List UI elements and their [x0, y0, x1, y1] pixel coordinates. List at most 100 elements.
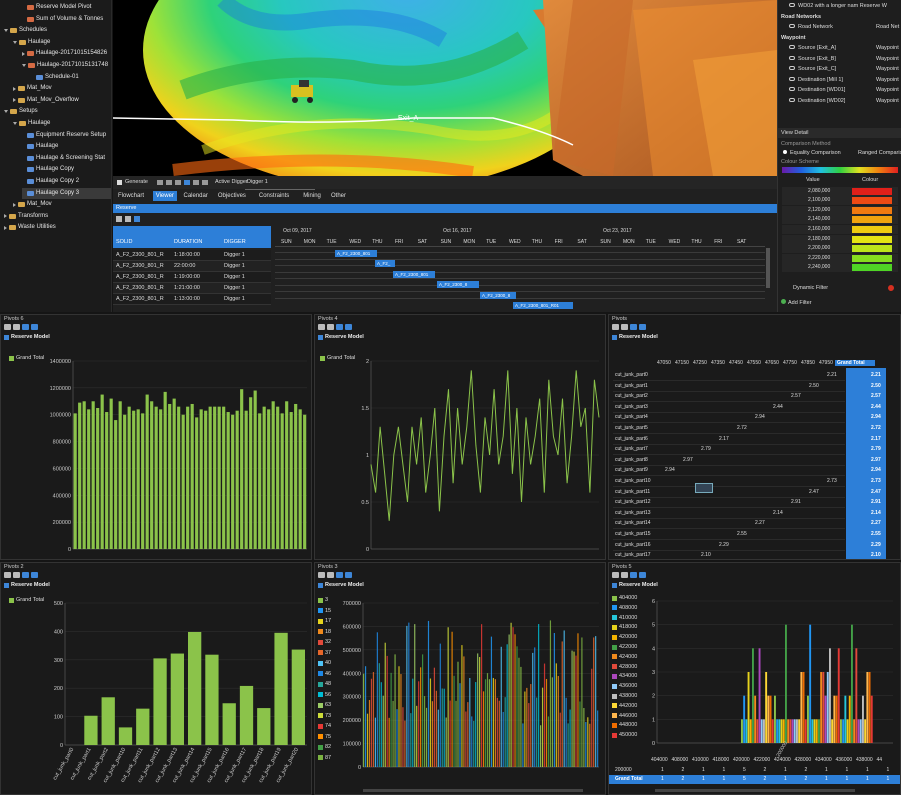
- table-cell[interactable]: 2.91: [791, 499, 801, 506]
- tab-constraints[interactable]: Constraints: [258, 193, 290, 199]
- column-header[interactable]: DURATION: [174, 239, 203, 245]
- toolbar-tool-icon[interactable]: [184, 180, 190, 185]
- row-label[interactable]: cut_junk_part5: [615, 425, 648, 431]
- selected-cell[interactable]: [695, 483, 713, 493]
- column-header[interactable]: 422000: [753, 757, 771, 763]
- dynamic-filter-row[interactable]: Dynamic Filter: [778, 283, 901, 293]
- toolbar-tool-icon[interactable]: [202, 180, 208, 185]
- chart-type-icon[interactable]: [13, 572, 20, 578]
- project-tree[interactable]: Reserve Model Pivot Sum of Volume & Tonne…: [0, 0, 112, 312]
- gantt-task-bar[interactable]: A_F2_2300_801: [393, 270, 435, 278]
- row-label[interactable]: cut_junk_part17: [615, 552, 651, 559]
- colour-swatch[interactable]: [852, 187, 892, 195]
- chart-view-icon[interactable]: [31, 324, 38, 330]
- prop-row[interactable]: WD02 with a longer nam Reserve W: [778, 1, 901, 11]
- tree-item[interactable]: Haulage: [13, 118, 50, 129]
- column-header[interactable]: 47650: [765, 360, 779, 366]
- tree-item[interactable]: Mat_Mov: [13, 199, 52, 210]
- colour-swatch[interactable]: [852, 216, 892, 224]
- eye-icon[interactable]: [789, 87, 795, 91]
- grand-total-header[interactable]: Grand Total: [835, 360, 875, 366]
- tree-item[interactable]: Setups: [4, 106, 38, 117]
- colour-row[interactable]: 2,140,000: [782, 215, 898, 225]
- pivot-panel-2[interactable]: Pivots 2 Reserve Model Grand Total 0 100 200 3…: [0, 562, 312, 795]
- legend-item[interactable]: 40: [318, 660, 331, 666]
- eye-icon[interactable]: [789, 24, 795, 28]
- legend-item[interactable]: 15: [318, 608, 331, 614]
- grid-view-icon[interactable]: [22, 572, 29, 578]
- reserve-section-bar[interactable]: Reserve: [113, 204, 777, 213]
- legend-item[interactable]: 420000: [612, 634, 637, 640]
- road-networks-header[interactable]: Road Networks: [778, 12, 901, 22]
- grid-tool-icon[interactable]: [116, 216, 122, 222]
- chart-type-icon[interactable]: [327, 324, 334, 330]
- collapse-arrow-icon[interactable]: [13, 86, 16, 91]
- colour-row[interactable]: 2,200,000: [782, 244, 898, 254]
- table-cell[interactable]: 2.21: [827, 372, 837, 378]
- vertical-scrollbar[interactable]: [766, 248, 770, 288]
- legend-item[interactable]: 74: [318, 723, 331, 729]
- column-header[interactable]: SOLID: [116, 239, 133, 245]
- chart-view-icon[interactable]: [345, 572, 352, 578]
- column-header[interactable]: 436000: [835, 757, 853, 763]
- horizontal-scrollbar[interactable]: [363, 789, 583, 792]
- table-cell[interactable]: 2.47: [809, 488, 819, 495]
- colour-swatch[interactable]: [852, 264, 892, 272]
- tab-other[interactable]: Other: [331, 193, 347, 199]
- column-header[interactable]: 47150: [675, 360, 689, 366]
- column-header[interactable]: 418000: [712, 757, 730, 763]
- pivot-panel-4[interactable]: Pivots 4 Reserve Model Grand Total 0 0.5 1 1.5…: [314, 314, 606, 560]
- row-label[interactable]: cut_junk_part12: [615, 499, 651, 506]
- colour-row[interactable]: 2,100,000: [782, 196, 898, 206]
- column-header[interactable]: 408000: [671, 757, 689, 763]
- toolbar-tool-icon[interactable]: [157, 180, 163, 185]
- eye-icon[interactable]: [789, 66, 795, 70]
- legend-item[interactable]: 87: [318, 755, 331, 761]
- legend-item[interactable]: 422000: [612, 644, 637, 650]
- 3d-viewport[interactable]: Exit_A: [113, 0, 777, 176]
- chart-view-icon[interactable]: [639, 572, 646, 578]
- waypoint-row[interactable]: Destination [Mill 1] Waypoint: [778, 75, 901, 85]
- collapse-arrow-icon[interactable]: [13, 202, 16, 207]
- settings-icon[interactable]: [612, 572, 619, 578]
- row-label[interactable]: cut_junk_part16: [615, 541, 651, 548]
- legend-item[interactable]: 37: [318, 650, 331, 656]
- column-header[interactable]: 434000: [815, 757, 832, 763]
- tree-item[interactable]: Haulage Copy: [22, 164, 74, 175]
- colour-swatch[interactable]: [852, 225, 892, 233]
- column-header[interactable]: 44: [876, 757, 883, 763]
- gantt-task-bar[interactable]: A_F2_: [375, 260, 395, 268]
- legend-item[interactable]: Grand Total: [9, 597, 44, 603]
- legend-item[interactable]: 404000: [612, 595, 637, 601]
- legend-item[interactable]: 408000: [612, 605, 637, 611]
- legend-item[interactable]: 442000: [612, 703, 637, 709]
- gantt-task-bar[interactable]: A_F2_2300_8: [480, 291, 516, 299]
- colour-swatch[interactable]: [852, 206, 892, 214]
- active-digger-select[interactable]: Digger 1: [245, 176, 315, 190]
- tree-item[interactable]: Transforms: [4, 211, 48, 222]
- generate-button[interactable]: Generate: [125, 179, 148, 185]
- eye-icon[interactable]: [789, 55, 795, 60]
- colour-swatch[interactable]: [852, 197, 892, 205]
- waypoint-row[interactable]: Source [Exit_C] Waypoint: [778, 64, 901, 74]
- properties-panel[interactable]: WD02 with a longer nam Reserve W Road Net…: [777, 0, 901, 312]
- expand-arrow-icon[interactable]: [4, 110, 8, 114]
- column-header[interactable]: 428000: [794, 757, 812, 763]
- row-label[interactable]: cut_junk_part7: [615, 446, 648, 453]
- column-header[interactable]: 47950: [819, 360, 833, 366]
- schedule-editor[interactable]: Generate Active Digger Digger 1 Flowchart Vi…: [113, 176, 777, 312]
- table-cell[interactable]: 2.27: [755, 520, 765, 527]
- legend-item[interactable]: 436000: [612, 683, 637, 689]
- gantt-task-bar[interactable]: A_F2_2300_801_R01: [513, 302, 573, 309]
- table-cell[interactable]: 2.57: [791, 393, 801, 400]
- view-detail-header[interactable]: View Detail: [778, 128, 901, 138]
- legend-item[interactable]: 82: [318, 744, 331, 750]
- row-label[interactable]: cut_junk_part2: [615, 393, 648, 400]
- chart-view-icon[interactable]: [31, 572, 38, 578]
- row-label[interactable]: cut_junk_part4: [615, 414, 648, 421]
- settings-icon[interactable]: [4, 324, 11, 330]
- tree-item[interactable]: Sum of Volume & Tonnes: [22, 14, 103, 25]
- colour-scheme-gradient[interactable]: [782, 166, 898, 173]
- legend-item[interactable]: 18: [318, 629, 331, 635]
- tree-item[interactable]: Reserve Model Pivot: [22, 2, 91, 13]
